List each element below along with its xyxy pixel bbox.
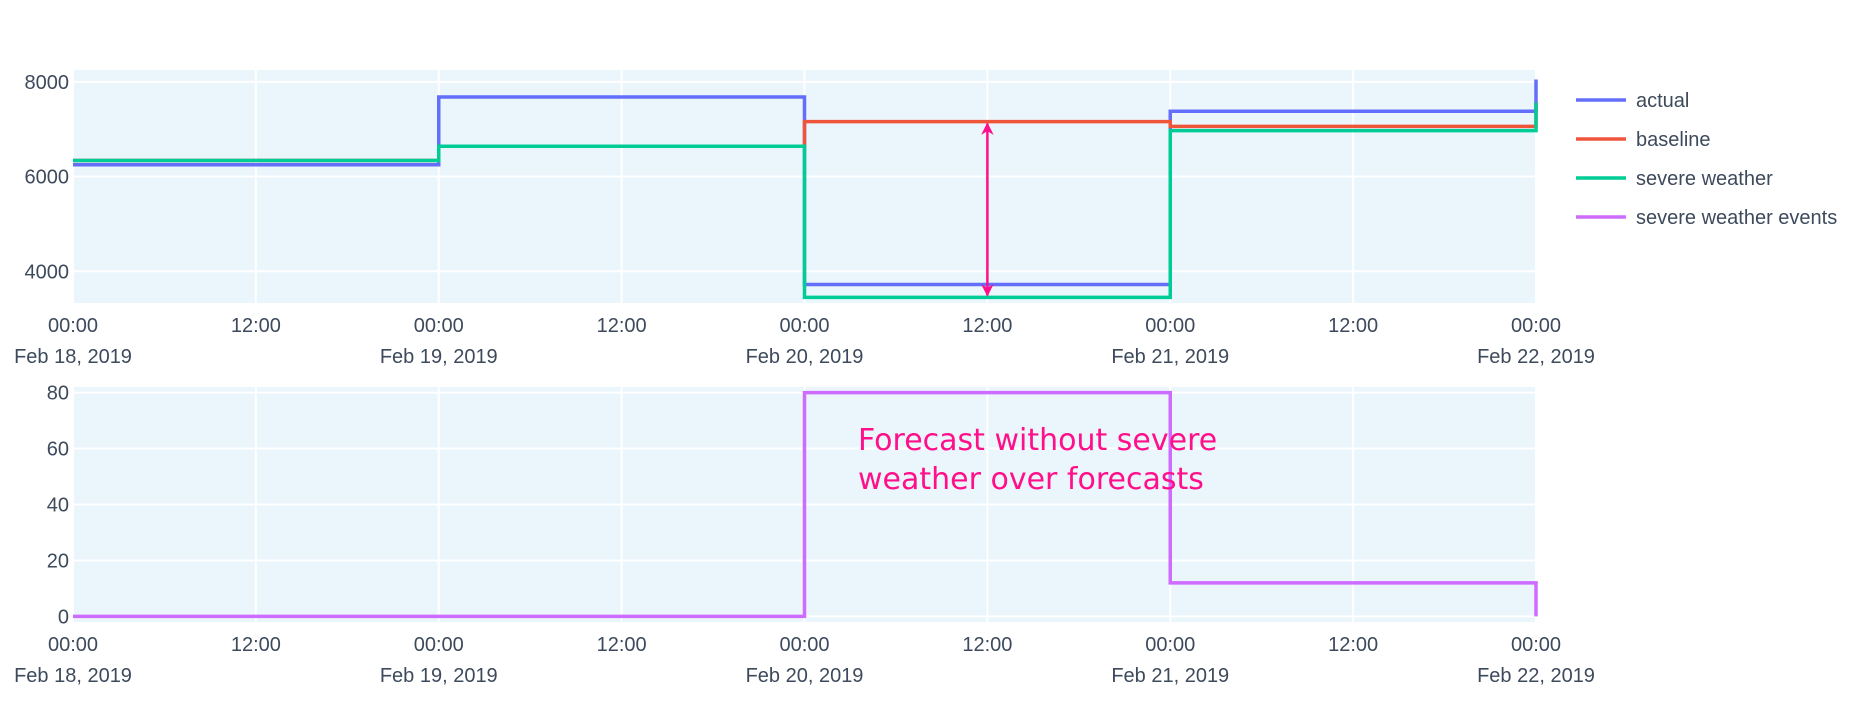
x-tick-time: 12:00: [597, 315, 647, 337]
x-tick-date: Feb 18, 2019: [14, 665, 132, 687]
y-tick-label: 6000: [25, 167, 70, 189]
x-tick-time: 12:00: [231, 315, 281, 337]
x-tick-time: 12:00: [231, 634, 281, 656]
annotation-line-1: Forecast without severe: [858, 423, 1217, 458]
y-tick-label: 40: [47, 495, 69, 517]
y-tick-label: 20: [47, 550, 69, 572]
y-tick-label: 8000: [25, 72, 70, 94]
x-tick-date: Feb 21, 2019: [1111, 665, 1229, 687]
legend-label: baseline: [1636, 129, 1711, 151]
x-tick-date: Feb 19, 2019: [380, 665, 498, 687]
x-tick-time: 00:00: [414, 634, 464, 656]
x-tick-date: Feb 18, 2019: [14, 346, 132, 368]
series-line-severe-weather: [73, 102, 1538, 300]
y-tick-label: 60: [47, 439, 69, 461]
annotation-line-2: weather over forecasts: [858, 462, 1204, 497]
x-tick-date: Feb 19, 2019: [380, 346, 498, 368]
y-tick-label: 80: [47, 383, 69, 405]
x-tick-time: 12:00: [1328, 634, 1378, 656]
x-tick-time: 12:00: [1328, 315, 1378, 337]
x-tick-date: Feb 22, 2019: [1477, 665, 1595, 687]
x-tick-date: Feb 20, 2019: [746, 346, 864, 368]
legend-label: actual: [1636, 90, 1689, 112]
x-tick-time: 00:00: [779, 634, 829, 656]
x-tick-time: 12:00: [962, 634, 1012, 656]
y-tick-label: 4000: [25, 261, 70, 283]
x-tick-time: 00:00: [48, 315, 98, 337]
x-tick-time: 00:00: [48, 634, 98, 656]
legend-label: severe weather events: [1636, 207, 1837, 229]
x-tick-date: Feb 21, 2019: [1111, 346, 1229, 368]
x-tick-time: 00:00: [414, 315, 464, 337]
x-tick-date: Feb 20, 2019: [746, 665, 864, 687]
x-tick-date: Feb 22, 2019: [1477, 346, 1595, 368]
x-tick-time: 12:00: [962, 315, 1012, 337]
x-tick-time: 00:00: [1511, 634, 1561, 656]
legend: actual baseline severe weather severe weath…: [1576, 90, 1837, 229]
legend-label: severe weather: [1636, 168, 1773, 190]
x-tick-time: 00:00: [1511, 315, 1561, 337]
x-tick-time: 00:00: [1145, 634, 1195, 656]
bottom-chart-panel: 00:00 Feb 18, 2019 12:00 00:00 Feb 19, 2019 1…: [14, 383, 1595, 687]
annotation: Forecast without severe weather over for…: [858, 423, 1217, 497]
series-line-severe-weather-events: [73, 390, 1538, 619]
top-chart-panel: 00:00 Feb 18, 2019 12:00 00:00 Feb 19, 2019 1…: [14, 70, 1595, 368]
y-tick-label: 0: [58, 606, 69, 628]
x-tick-time: 00:00: [1145, 315, 1195, 337]
x-tick-time: 12:00: [597, 634, 647, 656]
x-tick-time: 00:00: [779, 315, 829, 337]
